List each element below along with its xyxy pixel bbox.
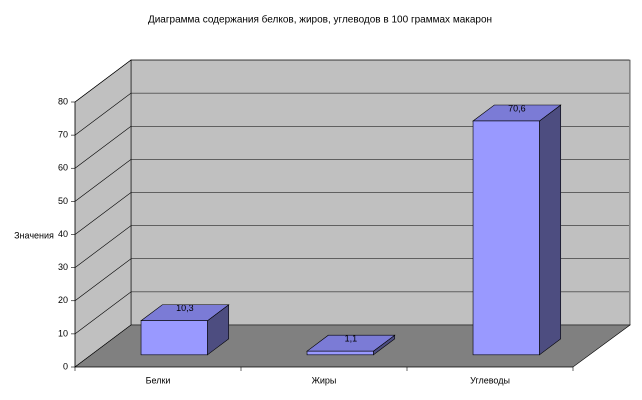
grid-line bbox=[74, 59, 629, 103]
grid-line bbox=[74, 125, 629, 169]
y-tick-label: 30 bbox=[58, 262, 68, 272]
y-tick-label: 70 bbox=[58, 130, 68, 140]
grid-line bbox=[74, 92, 629, 136]
y-axis-label: Значения bbox=[14, 230, 54, 240]
x-tick-label: Белки bbox=[146, 375, 171, 385]
grid-line bbox=[74, 291, 629, 335]
y-tick-label: 10 bbox=[58, 328, 68, 338]
grid-line bbox=[74, 192, 629, 235]
y-tick-label: 40 bbox=[58, 229, 68, 239]
x-tick-label: Жиры bbox=[312, 375, 337, 385]
grid-line bbox=[74, 225, 629, 268]
y-tick-label: 80 bbox=[58, 96, 68, 106]
bar bbox=[472, 120, 540, 356]
chart-title: Диаграмма содержания белков, жиров, угле… bbox=[148, 14, 492, 26]
y-tick-label: 20 bbox=[58, 295, 68, 305]
bar bbox=[140, 320, 208, 356]
x-tick-label: Углеводы bbox=[470, 375, 510, 385]
data-label: 70,6 bbox=[508, 103, 526, 113]
y-tick-label: 50 bbox=[58, 196, 68, 206]
grid-line bbox=[74, 159, 629, 202]
y-tick-label: 0 bbox=[63, 361, 68, 371]
grid-line bbox=[74, 258, 629, 301]
bar-side bbox=[539, 104, 562, 356]
y-tick-label: 60 bbox=[58, 163, 68, 173]
data-label: 10,3 bbox=[176, 303, 194, 313]
data-label: 1,1 bbox=[345, 334, 358, 344]
bar bbox=[306, 350, 374, 356]
